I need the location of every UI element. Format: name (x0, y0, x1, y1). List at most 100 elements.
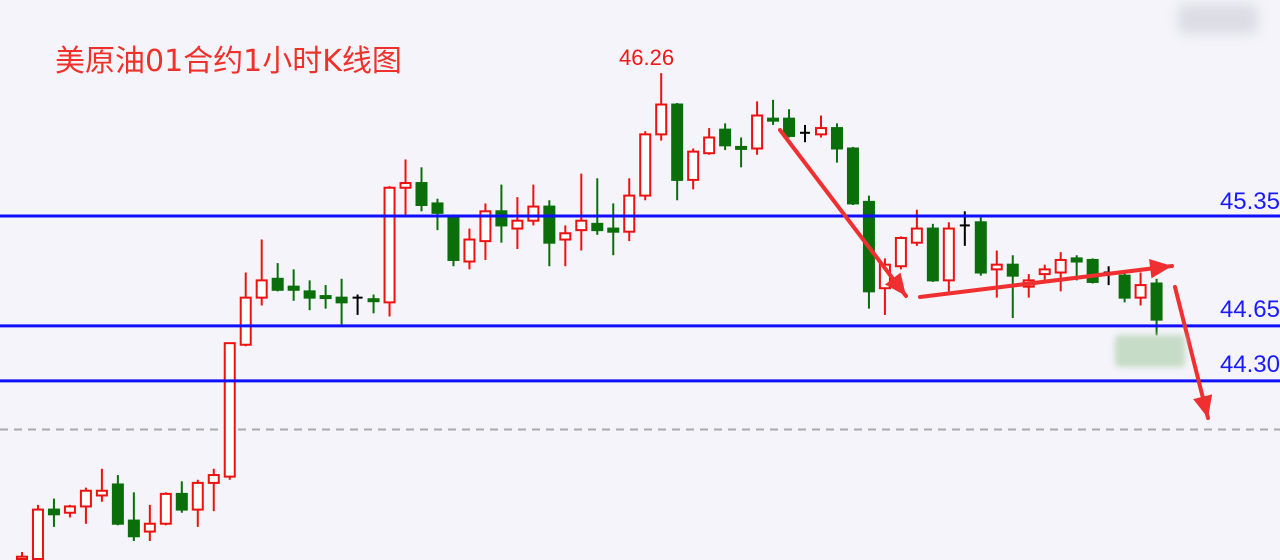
high-price-label: 46.26 (619, 45, 675, 70)
candle-body (479, 210, 492, 243)
candle-body (352, 296, 363, 299)
candle-body (607, 227, 620, 233)
candle-body (591, 222, 604, 232)
candle-body (783, 117, 796, 137)
candle-body (255, 279, 268, 299)
candle (159, 492, 172, 526)
candle (431, 198, 444, 231)
candle (800, 124, 811, 143)
candle (671, 102, 684, 201)
candle (1118, 272, 1131, 303)
candle (367, 294, 380, 314)
candle (783, 109, 796, 138)
candle-body (63, 505, 76, 514)
candle-body (703, 136, 716, 155)
candle-body (239, 296, 252, 346)
level-label-44-30: 44.30 (1219, 351, 1280, 378)
candle-body (287, 285, 300, 291)
candle-body (767, 117, 780, 122)
arrow-head-icon (884, 272, 906, 296)
candle-body (751, 114, 764, 150)
candle-body (687, 150, 700, 181)
candle (846, 146, 859, 206)
candle (79, 487, 92, 524)
candle-body (79, 489, 92, 508)
candle (495, 184, 508, 243)
candle-body (175, 492, 188, 511)
candle-body (399, 182, 412, 189)
trend-arrow (778, 128, 908, 298)
candle (175, 481, 188, 513)
candle (815, 115, 827, 138)
candle-body (335, 296, 348, 304)
candle (271, 263, 284, 292)
candle (191, 479, 204, 527)
candle-body (846, 147, 859, 205)
candle-body (800, 131, 811, 134)
candle (95, 468, 108, 502)
candle-body (447, 216, 460, 261)
candle-body (815, 127, 827, 136)
candle-body (1118, 274, 1131, 299)
candle (239, 272, 252, 347)
candle-body (623, 194, 636, 233)
candle-body (319, 295, 332, 300)
candle-body (990, 263, 1003, 271)
candle-body (655, 103, 668, 136)
candle (1054, 252, 1067, 292)
candle (383, 186, 396, 317)
candle (399, 159, 412, 215)
candle-body (735, 145, 748, 150)
arrow-head-icon (1149, 258, 1172, 279)
candle (591, 178, 604, 235)
candle-body (639, 133, 652, 197)
candle (207, 468, 220, 512)
candle-body (926, 227, 939, 282)
candle (575, 173, 588, 251)
candle-body (16, 555, 28, 560)
candle (719, 123, 732, 151)
candle (1134, 272, 1147, 306)
candle-body (415, 182, 428, 207)
candle-body (1150, 282, 1163, 321)
candle (303, 280, 316, 311)
candle (1038, 264, 1051, 281)
candle (1086, 258, 1099, 284)
level-label-44-65: 44.65 (1219, 296, 1280, 323)
candle (415, 167, 428, 212)
candle-body (974, 221, 987, 274)
candle (559, 225, 572, 267)
candle-body (367, 298, 380, 303)
candle-body (271, 277, 284, 291)
candle-body (95, 489, 108, 497)
candle-body (511, 219, 524, 230)
candle-body (223, 342, 236, 478)
candle-body (894, 236, 907, 268)
candle (255, 239, 268, 306)
candle (639, 131, 652, 201)
candle (223, 342, 236, 480)
candle (47, 498, 60, 527)
candle (687, 148, 700, 190)
candle (127, 492, 140, 541)
candle-body (719, 128, 732, 147)
arrow-head-icon (1193, 394, 1213, 418)
candle (16, 551, 28, 560)
candle-body (959, 224, 970, 227)
candle (974, 217, 987, 276)
candle (623, 178, 636, 242)
candle-body (671, 103, 684, 181)
candle-body (942, 227, 955, 282)
candle-body (527, 205, 540, 222)
blurred-watermark (1178, 4, 1258, 34)
candle-body (383, 186, 396, 304)
candle-body (303, 290, 316, 299)
candle (352, 294, 363, 315)
chart-title: 美原油01合约1小时K线图 (55, 44, 402, 79)
candle (926, 223, 939, 282)
level-label-45-35: 45.35 (1219, 188, 1280, 215)
candle (751, 101, 764, 155)
candle (143, 504, 156, 541)
candle (511, 197, 524, 249)
